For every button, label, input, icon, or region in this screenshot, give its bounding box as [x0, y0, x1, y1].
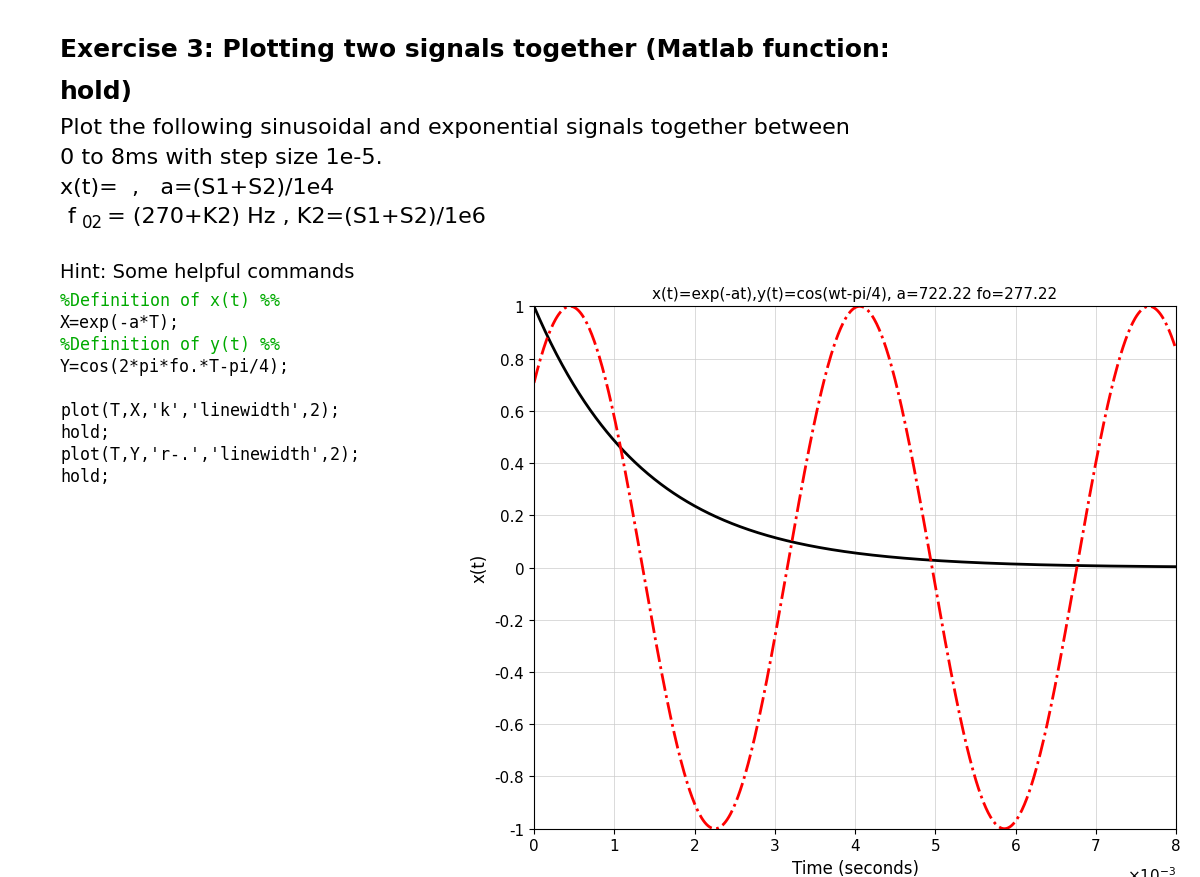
Text: %Definition of y(t) %%: %Definition of y(t) %% [60, 336, 280, 353]
Text: hold;: hold; [60, 467, 110, 486]
Text: %Definition of x(t) %%: %Definition of x(t) %% [60, 292, 280, 310]
Text: x(t)=  ,   a=(S1+S2)/1e4: x(t)= , a=(S1+S2)/1e4 [60, 178, 335, 198]
Y-axis label: x(t): x(t) [470, 553, 488, 582]
Text: X=exp(-a*T);: X=exp(-a*T); [60, 314, 180, 332]
Text: $\times10^{-3}$: $\times10^{-3}$ [1127, 866, 1176, 877]
Text: = (270+K2) Hz , K2=(S1+S2)/1e6: = (270+K2) Hz , K2=(S1+S2)/1e6 [100, 207, 486, 227]
Text: f: f [67, 207, 74, 227]
Text: hold): hold) [60, 80, 133, 103]
Text: Plot the following sinusoidal and exponential signals together between: Plot the following sinusoidal and expone… [60, 118, 850, 138]
Title: x(t)=exp(-at),y(t)=cos(wt-pi/4), a=722.22 fo=277.22: x(t)=exp(-at),y(t)=cos(wt-pi/4), a=722.2… [653, 287, 1057, 302]
Text: plot(T,Y,'r-.','linewidth',2);: plot(T,Y,'r-.','linewidth',2); [60, 446, 360, 463]
Text: 02: 02 [82, 214, 103, 232]
Text: Hint: Some helpful commands: Hint: Some helpful commands [60, 263, 354, 282]
Text: hold;: hold; [60, 424, 110, 441]
Text: 0 to 8ms with step size 1e-5.: 0 to 8ms with step size 1e-5. [60, 148, 383, 168]
X-axis label: Time (seconds): Time (seconds) [792, 859, 918, 877]
Text: plot(T,X,'k','linewidth',2);: plot(T,X,'k','linewidth',2); [60, 402, 340, 419]
Text: Y=cos(2*pi*fo.*T-pi/4);: Y=cos(2*pi*fo.*T-pi/4); [60, 358, 290, 375]
Text: Exercise 3: Plotting two signals together (Matlab function:: Exercise 3: Plotting two signals togethe… [60, 38, 889, 62]
